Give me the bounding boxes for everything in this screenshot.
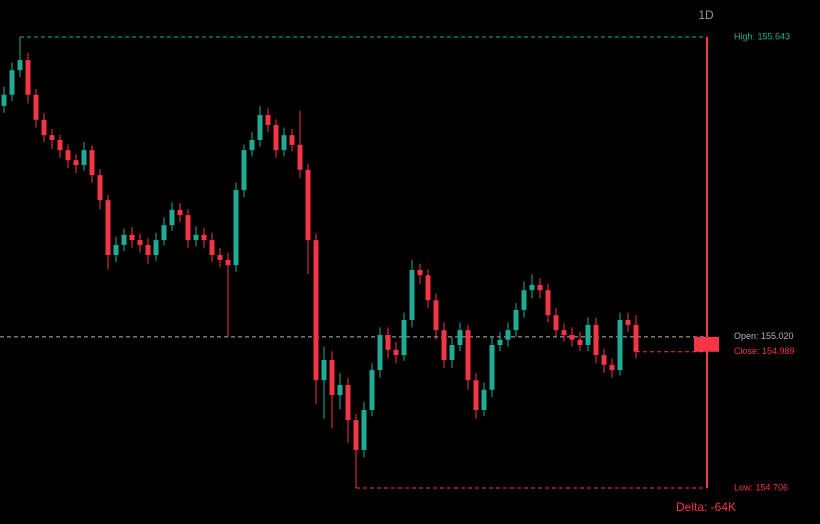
candle-body [569,334,575,340]
candle-body [305,169,311,241]
candle-body [313,240,319,381]
candle-body [233,190,239,266]
candle-body [553,315,559,331]
candle-body [321,359,327,381]
level-label: High: 155.643 [734,31,790,41]
candle-body [281,135,287,151]
candle-body [225,259,231,266]
candle-body [337,384,343,396]
candle-body [185,215,191,241]
candle-body [401,320,407,356]
candle-body [49,135,55,141]
candle-body [297,144,303,170]
candle-body [601,355,607,365]
candle-body [633,324,639,352]
candle-body [201,234,207,241]
candle-body [617,320,623,371]
delta-label: Delta: -64K [676,500,736,514]
candle-body [433,300,439,331]
candle-body [545,290,551,316]
candle-body [497,339,503,346]
candle-body [97,175,103,201]
candle-body [441,330,447,360]
level-label: Close: 154.989 [734,346,795,356]
candle-body [217,255,223,260]
candle-body [473,380,479,411]
candle-body [257,114,263,141]
candle-body [593,324,599,356]
candle-body [57,140,63,151]
open-close-box [694,336,719,352]
candle-body [81,150,87,166]
candle-body [425,275,431,301]
candle-body [121,234,127,245]
candle-body [161,225,167,241]
candle-body [385,334,391,350]
candle-body [529,284,535,291]
candle-body [289,135,295,145]
candle-body [25,60,31,95]
candle-body [417,269,423,276]
candle-body [561,330,567,335]
candle-body [9,70,15,95]
candle-body [73,160,79,166]
candle-body [17,60,23,71]
candle-body [145,244,151,256]
candle-body [393,349,399,356]
candle-body [369,370,375,411]
candle-body [177,209,183,216]
candle-body [33,94,39,120]
candle-body [537,284,543,291]
candle-body [345,384,351,421]
candle-body [481,389,487,411]
period-label: 1D [698,8,714,22]
candle-body [457,330,463,346]
candle-body [249,140,255,151]
candle-body [377,334,383,371]
candle-body [113,244,119,256]
candle-body [353,420,359,450]
candle-body [513,309,519,331]
candle-body [577,339,583,346]
candle-body [209,240,215,256]
level-label: Low: 154.706 [734,482,788,492]
candle-body [505,330,511,340]
candle-body [465,330,471,381]
candle-body [273,125,279,151]
candle-body [521,290,527,310]
candle-body [609,364,615,371]
candle-body [449,345,455,360]
candle-body [585,324,591,346]
candle-body [169,209,175,226]
candle-body [137,240,143,245]
level-label: Open: 155.020 [734,331,794,341]
candle-body [409,269,415,321]
candle-body [89,150,95,176]
candle-body [105,200,111,256]
candle-body [65,150,71,161]
candle-body [129,234,135,241]
candle-body [1,94,7,106]
candle-body [265,114,271,126]
candle-body [193,234,199,241]
candle-body [329,359,335,396]
candle-body [489,345,495,390]
candle-body [41,119,47,136]
candle-body [361,410,367,450]
candle-body [625,320,631,325]
candle-body [241,150,247,191]
candle-body [153,240,159,256]
